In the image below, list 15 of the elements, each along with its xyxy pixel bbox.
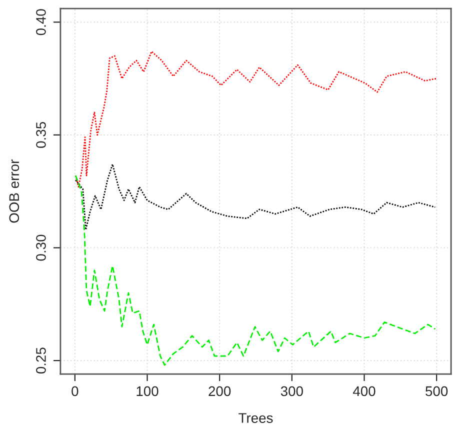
x-axis-title: Trees (238, 413, 273, 423)
y-axis-title: OOB error (9, 160, 20, 223)
x-tick-label: 300 (280, 386, 303, 396)
line-series (74, 174, 436, 366)
x-tick-label: 0 (72, 386, 78, 396)
line-series (74, 164, 436, 230)
y-tick-label: 0.25 (36, 348, 46, 374)
x-tick-label: 100 (136, 386, 158, 396)
x-tick-label: 200 (208, 386, 231, 396)
y-tick-label: 0.30 (36, 234, 46, 261)
y-tick-label: 0.35 (36, 122, 46, 148)
y-tick-label: 0.40 (36, 9, 46, 36)
x-tick-label: 500 (426, 386, 448, 396)
x-tick-label: 400 (352, 386, 376, 396)
line-series (74, 50, 438, 188)
